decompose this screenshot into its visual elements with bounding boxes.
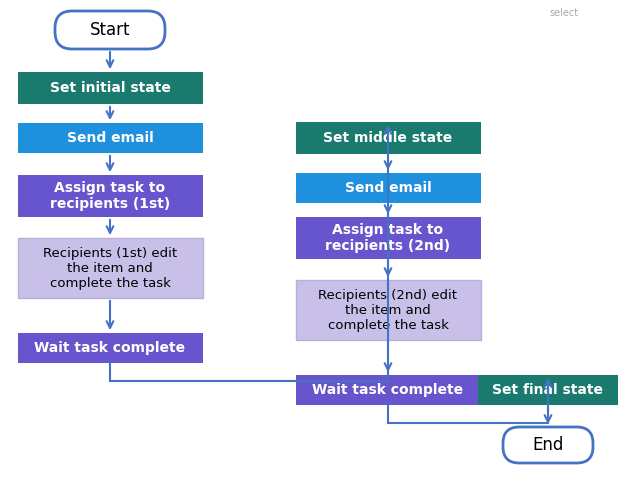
Bar (296, 217, 480, 259)
Bar (17, 175, 203, 217)
Bar (17, 238, 203, 298)
Text: Recipients (1st) edit
the item and
complete the task: Recipients (1st) edit the item and compl… (43, 246, 177, 290)
Bar (296, 375, 480, 405)
Text: Assign task to
recipients (2nd): Assign task to recipients (2nd) (326, 223, 451, 253)
Text: Assign task to
recipients (1st): Assign task to recipients (1st) (50, 181, 170, 211)
Text: End: End (532, 436, 563, 454)
Text: Wait task complete: Wait task complete (313, 383, 464, 397)
Bar (17, 72, 203, 104)
FancyBboxPatch shape (503, 427, 593, 463)
Bar (296, 173, 480, 203)
Bar (17, 333, 203, 363)
Text: Send email: Send email (67, 131, 154, 145)
Bar (296, 122, 480, 154)
Text: select: select (550, 8, 578, 18)
Bar (478, 375, 618, 405)
Bar (17, 123, 203, 153)
Text: Send email: Send email (344, 181, 431, 195)
Text: Set initial state: Set initial state (49, 81, 170, 95)
Bar (296, 280, 480, 340)
Text: Set final state: Set final state (492, 383, 603, 397)
Text: Wait task complete: Wait task complete (34, 341, 185, 355)
Text: Set middle state: Set middle state (323, 131, 452, 145)
FancyBboxPatch shape (55, 11, 165, 49)
Text: Start: Start (90, 21, 130, 39)
Text: Recipients (2nd) edit
the item and
complete the task: Recipients (2nd) edit the item and compl… (318, 289, 457, 332)
